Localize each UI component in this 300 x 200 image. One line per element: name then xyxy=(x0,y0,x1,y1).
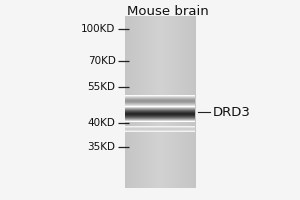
Text: 70KD: 70KD xyxy=(88,56,116,66)
Text: 35KD: 35KD xyxy=(88,142,116,152)
Text: 55KD: 55KD xyxy=(88,82,116,92)
Text: 100KD: 100KD xyxy=(81,24,116,34)
Text: Mouse brain: Mouse brain xyxy=(127,5,209,18)
Text: 40KD: 40KD xyxy=(88,118,116,128)
Text: DRD3: DRD3 xyxy=(213,106,251,118)
